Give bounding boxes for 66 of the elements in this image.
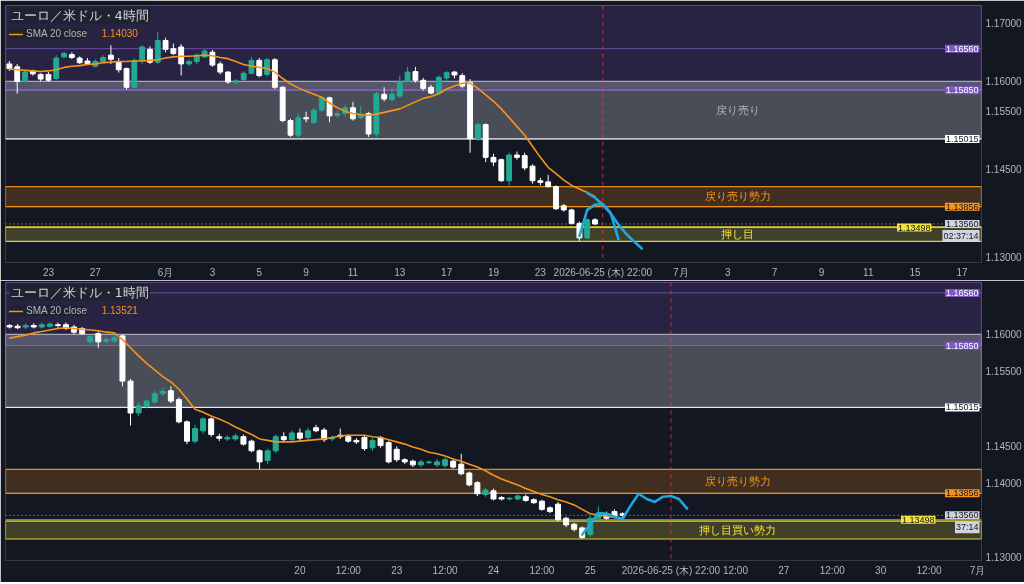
x-tick-label: 30 [875,564,887,576]
y-tick-label: 1.16000 [985,329,1023,341]
x-tick-label: 12:00 [722,564,749,576]
chart-title: ユーロ／米ドル・1時間 [10,284,149,300]
x-tick-label: 25 [584,564,597,576]
x-tick-label: 27 [778,564,790,576]
x-tick-label: 12:00 [335,564,362,576]
y-tick-label: 1.14500 [985,164,1023,176]
annotation: 1.14030 [101,27,139,39]
band-label: 戻り売り勢力 [704,474,771,488]
y-tick-label: 1.15500 [985,366,1023,378]
band-label: 戻り売り勢力 [704,190,771,204]
annotation: 1.13521 [101,304,139,316]
x-tick-label: 23 [391,564,403,576]
ref-line-label: 1.13856 [945,488,979,499]
x-tick-label: 12:00 [916,564,943,576]
band-label: 戻り売り [715,103,760,117]
x-tick-label: 9 [818,266,825,278]
chart-title: ユーロ／米ドル・4時間 [10,7,149,23]
ref-line-label: 1.15850 [945,85,979,96]
x-tick-label: 11 [863,266,874,278]
x-tick-label: 23 [534,266,547,278]
ref-line-label: 1.15015 [945,133,979,144]
x-tick-label: 5 [256,266,263,278]
x-tick-label: 17 [956,266,968,278]
ref-line-label: 1.13560 02:37:14 [943,218,979,241]
x-tick-label: 3 [209,266,216,278]
x-tick-label: 12:00 [529,564,555,576]
ref-line-label: 1.13498 [897,222,931,233]
x-tick-label: 7 [771,266,778,278]
ref-line-label: 1.13856 [945,201,979,212]
x-tick-label: 7月 [969,564,986,576]
x-tick-label: 23 [42,266,55,278]
x-tick-label: 9 [303,266,310,278]
y-tick-label: 1.14500 [985,440,1023,452]
x-tick-label: 12:00 [819,564,846,576]
band-label: 押し目 [721,227,754,241]
x-tick-label: 27 [89,266,102,278]
x-tick-label: 19 [487,266,500,278]
ref-line-label: 1.15015 [945,402,979,413]
x-tick-label: 24 [487,564,500,576]
x-tick-label: 3 [724,266,731,278]
x-tick-label: 11 [347,266,359,278]
ref-line-label: 1.15850 [945,340,979,351]
x-tick-label: 6月 [157,266,174,278]
ref-line-label: 1.13498 [901,514,935,525]
x-tick-label: 17 [441,266,453,278]
y-tick-label: 1.14000 [985,477,1023,489]
ref-line-label: 1.13560 37:14 [945,510,979,533]
y-tick-label: 1.17000 [985,18,1023,30]
y-tick-label: 1.13000 [985,551,1023,563]
ref-line-label: 1.16560 [945,287,979,298]
x-tick-label: 15 [909,266,922,278]
x-tick-label: 7月 [673,266,689,278]
x-tick-label: 2026-06-25 (木) 22:00 [553,266,653,278]
x-tick-label: 2026-06-25 (木) 22:00 [621,564,721,576]
y-tick-label: 1.15500 [985,105,1023,117]
legend-label: SMA 20 close [26,28,88,39]
x-tick-label: 13 [394,266,406,278]
x-tick-label: 12:00 [432,564,459,576]
x-tick-label: 20 [294,564,306,576]
y-tick-label: 1.13000 [985,251,1023,263]
band-label: 押し目買い勢力 [699,523,776,537]
legend-label: SMA 20 close [26,305,88,316]
ref-line-label: 1.16560 [945,43,979,54]
y-tick-label: 1.16000 [985,76,1023,88]
